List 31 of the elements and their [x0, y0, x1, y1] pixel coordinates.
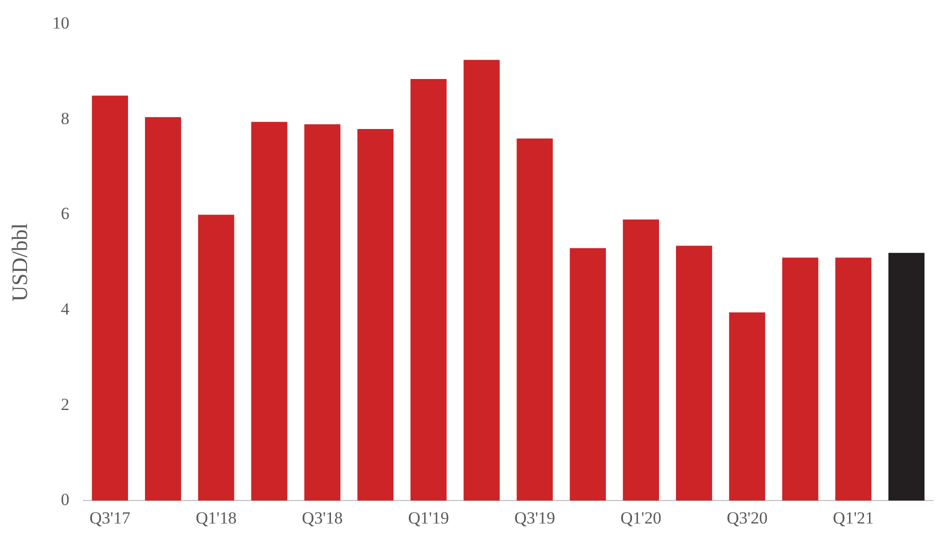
bar — [357, 129, 394, 501]
y-tick-label: 10 — [52, 14, 70, 33]
bar — [144, 117, 182, 501]
y-tick-label: 6 — [60, 204, 70, 224]
x-tick-label: Q3'19 — [514, 508, 556, 528]
x-tick-label: Q3'17 — [90, 508, 131, 528]
bar — [516, 138, 553, 501]
x-tick-label: Q3'18 — [302, 508, 343, 528]
bar — [835, 258, 872, 501]
bar — [729, 312, 766, 501]
y-tick-label: 2 — [60, 394, 70, 414]
x-tick-label: Q3'20 — [726, 508, 768, 528]
bar — [570, 248, 606, 501]
x-tick-label: Q1'21 — [832, 508, 874, 528]
bar — [251, 122, 288, 501]
x-tick-label: Q1'19 — [408, 508, 449, 528]
bar — [676, 246, 712, 501]
x-tick-label: Q1'20 — [620, 508, 662, 528]
bar — [304, 124, 340, 501]
bar — [622, 220, 660, 501]
bar — [410, 78, 447, 501]
x-tick-label: Q1'18 — [196, 508, 237, 528]
bar — [888, 252, 925, 501]
bar — [92, 96, 128, 501]
y-axis-title: USD/bbl — [6, 223, 32, 302]
bar — [782, 258, 818, 501]
bar — [464, 60, 500, 501]
bar — [198, 214, 234, 501]
y-tick-label: 0 — [60, 490, 70, 510]
y-tick-label: 4 — [60, 300, 70, 319]
y-tick-label: 8 — [60, 108, 70, 128]
